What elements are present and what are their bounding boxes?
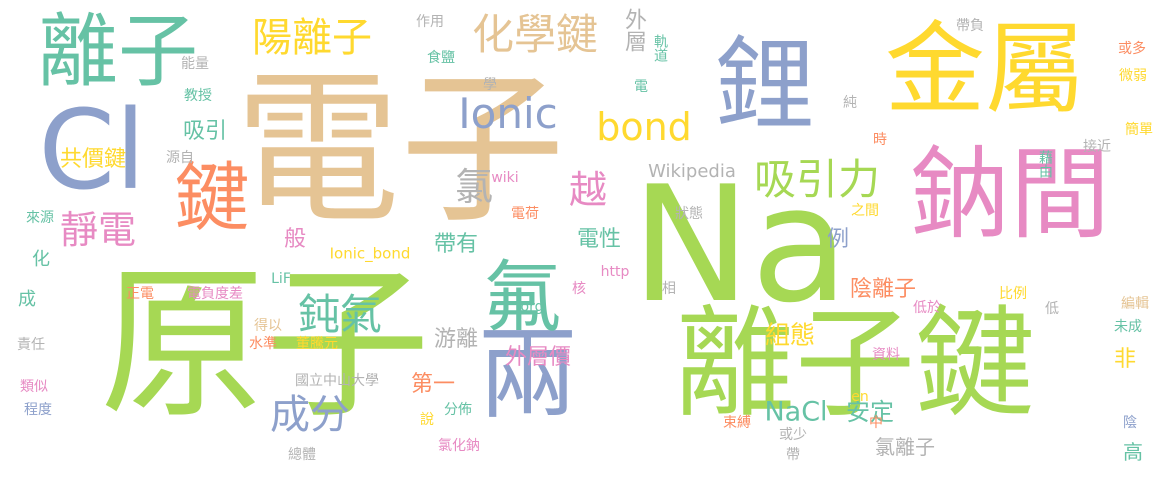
word: 來源 (26, 210, 54, 226)
word: 電負度差 (187, 286, 243, 302)
word: 陰離子 (849, 277, 917, 302)
word: wiki (491, 170, 519, 186)
word: 軌道 (652, 34, 668, 62)
word: 教授 (184, 88, 212, 104)
word: Wikipedia (648, 161, 736, 182)
word: 電 (634, 79, 648, 95)
word: 外層價 (504, 345, 572, 370)
word: 氯離子 (875, 435, 935, 459)
word: 例 (826, 227, 850, 252)
word: 或多 (1118, 41, 1146, 57)
word: 氯化鈉 (438, 438, 480, 454)
word: 吸引力 (753, 155, 881, 204)
word: 狀態 (675, 206, 703, 222)
word: 作用 (416, 14, 444, 30)
word: 游離 (433, 327, 479, 352)
word: 學 (483, 77, 497, 93)
word: bond (596, 105, 692, 149)
word: 離子鍵 (675, 295, 1035, 434)
word: 微弱 (1119, 68, 1147, 84)
word: 外層 (621, 8, 646, 52)
word: 帶負 (956, 18, 984, 34)
word: 越 (568, 168, 608, 212)
word: en (851, 389, 869, 405)
word: 得以 (254, 318, 282, 334)
word: 程度 (24, 402, 52, 418)
word: 氯 (454, 165, 494, 209)
word: 成 (18, 289, 36, 310)
word: 安定 (846, 398, 894, 426)
word: org (520, 299, 544, 315)
word: 金屬 (885, 11, 1085, 128)
word: 國立中山大學 (295, 373, 379, 389)
word: 吸引 (182, 119, 228, 144)
word: 組態 (764, 320, 816, 350)
word: 正電 (126, 286, 154, 302)
word: 純 (843, 95, 857, 111)
word: 離子 (38, 5, 198, 98)
word: 總體 (288, 447, 316, 463)
word: 簡單 (1125, 122, 1153, 138)
word: 責任 (17, 337, 45, 353)
word: 電性 (576, 227, 622, 252)
word: 電子 (235, 53, 565, 246)
word: 低於 (913, 300, 941, 316)
word: 水準 (249, 336, 277, 352)
word: 分佈 (444, 402, 472, 418)
word: 化 (32, 249, 50, 270)
word: 陰 (1123, 415, 1137, 431)
word: 鋰 (715, 26, 815, 143)
word: 帶有 (433, 232, 479, 257)
word: 陽離子 (252, 15, 372, 61)
word: 中 (869, 415, 883, 431)
word: 化學鍵 (471, 10, 599, 59)
word: 源自 (166, 150, 194, 166)
word: 原子 (100, 248, 430, 441)
word: 兩 (478, 316, 578, 433)
word: 藉由 (1037, 150, 1053, 178)
word: 說 (420, 412, 434, 428)
word: 靜電 (59, 208, 137, 252)
word: 鈍氣 (297, 290, 383, 339)
word: 比例 (999, 286, 1027, 302)
word: 時 (873, 132, 887, 148)
word: 非 (1113, 347, 1137, 372)
word: NaCl (764, 396, 828, 428)
word: 鍵 (174, 153, 250, 242)
word: 成分 (270, 392, 350, 438)
word: 未成 (1114, 319, 1142, 335)
word: 般 (283, 227, 307, 252)
word: Na (631, 151, 849, 338)
word: 電荷 (511, 206, 539, 222)
word: 低 (1045, 301, 1059, 317)
word: Cl (38, 86, 146, 214)
word: 董騰元 (296, 336, 338, 352)
word: 高 (1123, 440, 1143, 464)
word: 之間 (851, 203, 879, 219)
word: http (600, 264, 630, 280)
word: Ionic (458, 89, 558, 138)
word: 接近 (1083, 139, 1111, 155)
word: 類似 (20, 379, 48, 395)
word: 鈉間 (910, 136, 1110, 253)
word: 相 (662, 281, 676, 297)
word: 帶 (786, 447, 800, 463)
word: 第一 (410, 372, 456, 397)
word: 氟 (482, 253, 562, 343)
word: 核 (572, 281, 586, 297)
word: 資料 (872, 347, 900, 363)
word: 能量 (181, 56, 209, 72)
word: 編輯 (1121, 296, 1149, 312)
word: 或少 (779, 427, 807, 443)
word: 共價鍵 (59, 147, 127, 172)
word: Ionic_bond (329, 244, 411, 263)
word: 食鹽 (427, 50, 455, 66)
word: 束縛 (723, 415, 751, 431)
word: LiF (271, 271, 291, 287)
